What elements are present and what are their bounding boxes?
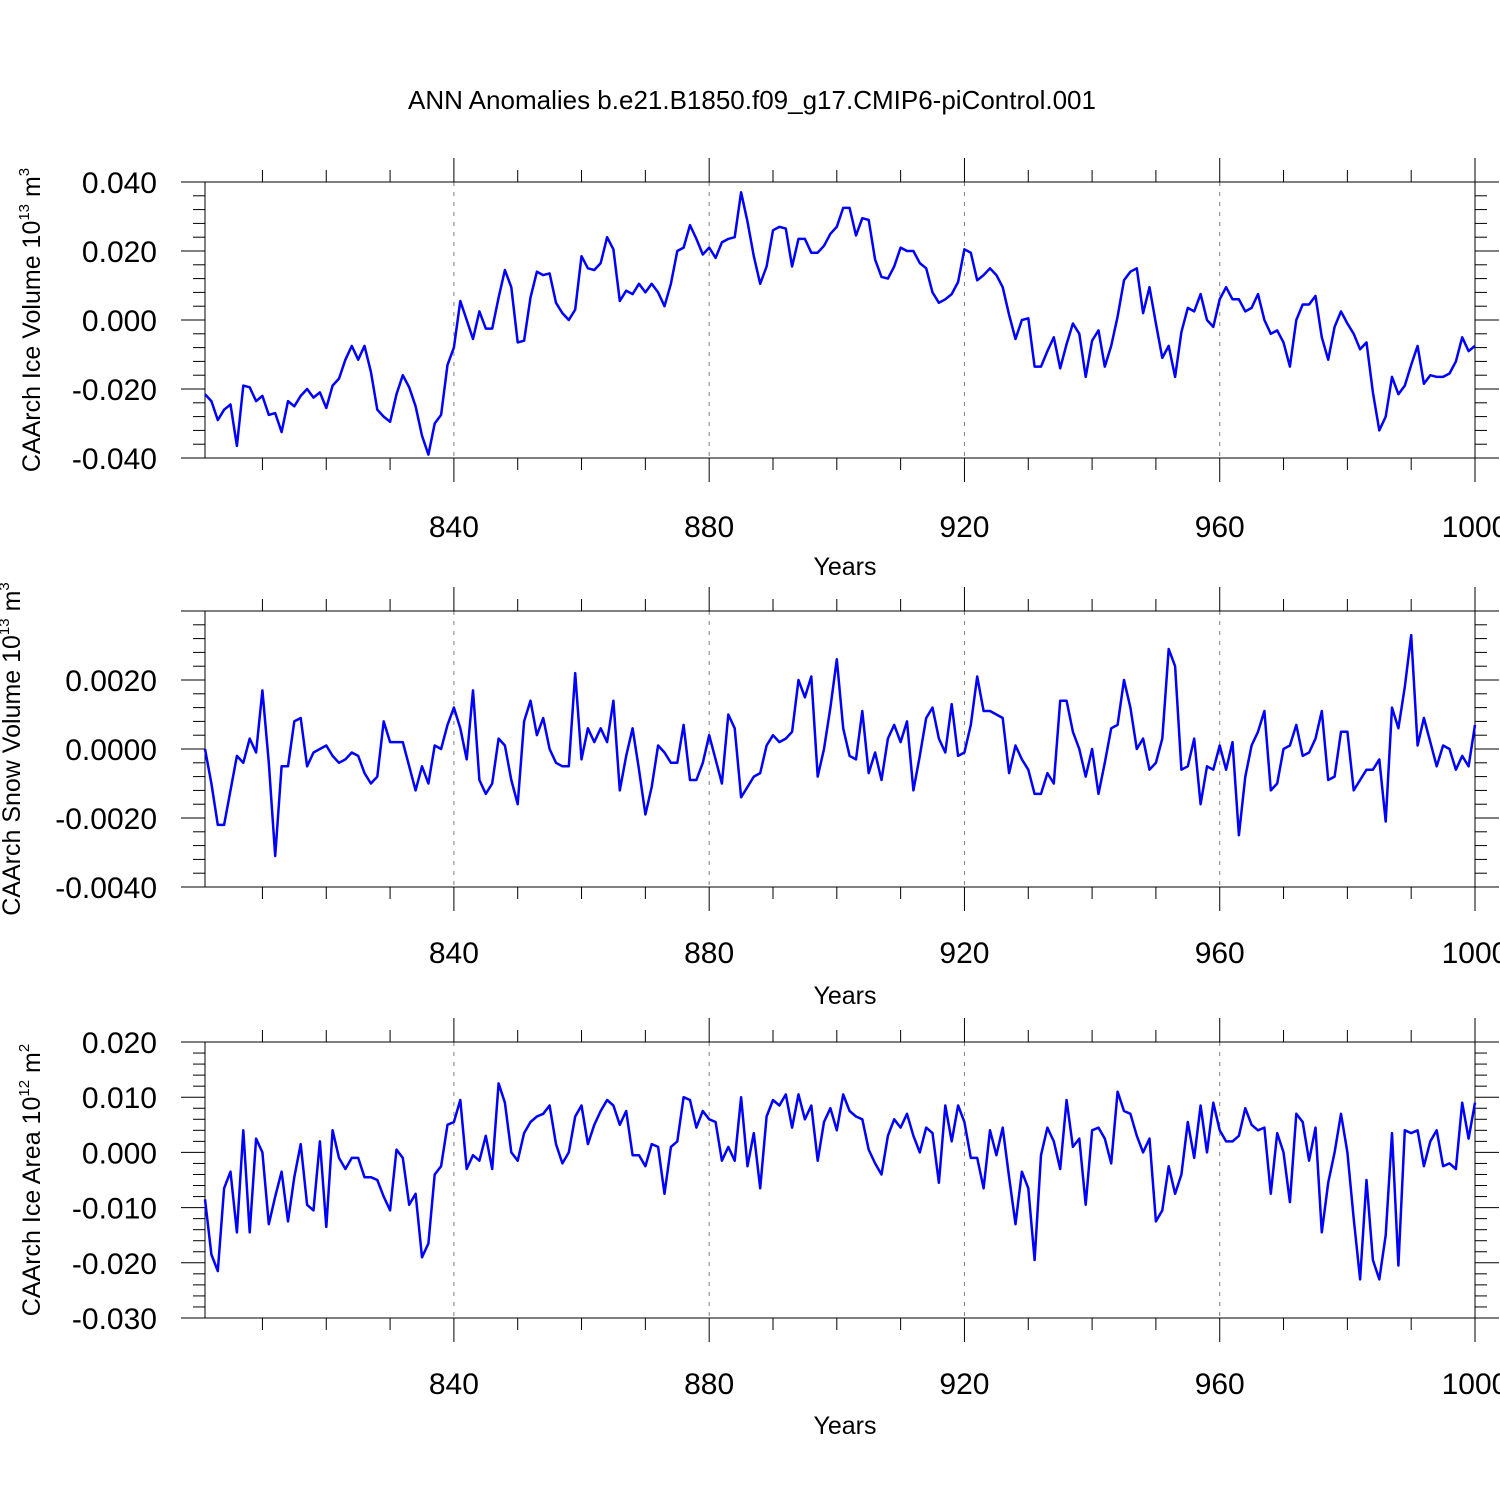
y-tick-label: 0.000 [82,1137,157,1170]
y-tick-label: 0.020 [82,236,157,269]
y-tick-label: -0.040 [72,443,157,476]
x-tick-label: 960 [1195,511,1245,544]
x-tick-label: 1000 [1442,511,1500,544]
x-tick-label: 960 [1195,937,1245,970]
y-tick-label: -0.0040 [55,872,157,905]
x-tick-label: 920 [939,1368,989,1401]
y-axis-label: CAArch Snow Volume 1013 m3 [0,582,26,916]
y-tick-label: 0.0020 [65,665,157,698]
y-tick-label: -0.020 [72,374,157,407]
y-tick-label: 0.000 [82,305,157,338]
x-tick-label: 840 [429,511,479,544]
y-tick-label: -0.010 [72,1193,157,1226]
plot-frame [204,181,1476,459]
y-tick-label: 0.040 [82,167,157,200]
y-tick-label: 0.010 [82,1082,157,1115]
plot-frame [204,1041,1476,1319]
x-tick-label: 840 [429,1368,479,1401]
x-axis-label: Years [813,1412,876,1440]
series-line [203,1082,1477,1281]
series-line [203,633,1477,858]
x-axis-label: Years [813,982,876,1010]
y-tick-label: -0.030 [72,1303,157,1336]
y-tick-label: -0.020 [72,1248,157,1281]
y-axis-label: CAArch Ice Area 1012 m2 [16,1044,46,1316]
x-tick-label: 1000 [1442,1368,1500,1401]
x-tick-label: 960 [1195,1368,1245,1401]
y-tick-label: 0.020 [82,1027,157,1060]
chart-title: ANN Anomalies b.e21.B1850.f09_g17.CMIP6-… [408,85,1096,115]
x-tick-label: 920 [939,937,989,970]
x-tick-label: 880 [684,511,734,544]
y-tick-label: 0.0000 [65,734,157,767]
chart-panel-1: -0.040 -0.020 0.000 0.020 0.040 840 880 920 960 1… [16,158,1500,581]
series-line [204,191,1476,456]
y-axis-label: CAArch Ice Volume 1013 m3 [16,168,46,472]
x-tick-label: 840 [429,937,479,970]
chart-panel-3: -0.030 -0.020 -0.010 0.000 0.010 0.020 840 880 9… [16,1018,1500,1440]
x-tick-label: 880 [684,937,734,970]
x-tick-label: 920 [939,511,989,544]
y-tick-label: -0.0020 [55,803,157,836]
x-axis-label: Years [813,553,876,581]
x-tick-label: 1000 [1442,937,1500,970]
chart-panel-2: -0.0040 -0.0020 0.0000 0.0020 840 880 920 960 10… [0,582,1500,1010]
x-tick-label: 880 [684,1368,734,1401]
